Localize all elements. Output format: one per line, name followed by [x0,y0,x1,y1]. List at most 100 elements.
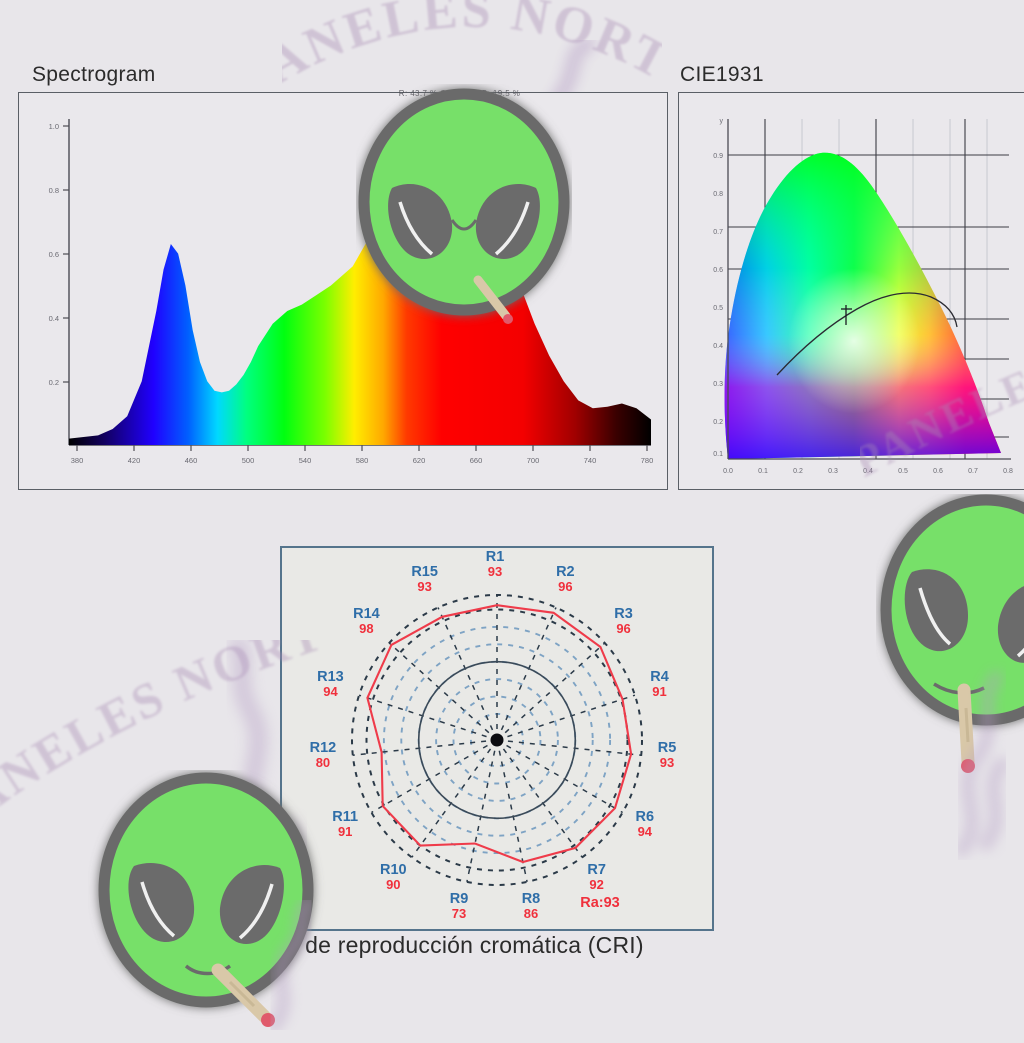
cri-axis-spoke [496,739,528,882]
x-tick-380: 380 [71,456,84,465]
spectrogram-y-ticks: 1.0 0.8 0.6 0.4 0.2 [49,122,69,387]
cri-label-r7: R7 92 [587,861,606,893]
cri-label-r12: R12 80 [309,740,337,771]
cri-sample-name: R10 [380,861,407,878]
cri-sample-name: R1 [485,548,505,565]
cri-label-r4: R4 91 [650,669,669,699]
x-tick-620: 620 [413,456,426,465]
cie-chromaticity-chart: y 0.9 0.8 0.7 0.6 0.5 0.4 0.3 0.2 0.1 0.… [713,118,1013,475]
cri-grid-ring [365,608,629,872]
cri-caption: Índice de reproducción cromática (CRI) [236,932,644,958]
x-tick-420: 420 [128,456,141,465]
x-tick-740: 740 [584,456,597,465]
y-tick-0-4: 0.4 [49,314,59,323]
cie-x-0-0: 0.0 [723,468,733,475]
cri-sample-value: 80 [315,755,331,771]
cie-x-0-6: 0.6 [933,468,943,475]
cri-ra-value: Ra:93 [580,895,620,911]
spectral-power-curve [69,132,651,445]
cie-y-0-5: 0.5 [713,305,723,312]
cri-axis-spoke [388,642,498,741]
cie-y-ticks: y 0.9 0.8 0.7 0.6 0.5 0.4 0.3 0.2 0.1 [713,118,723,458]
cri-sample-name: R12 [309,740,337,756]
alien-joint [211,963,271,1023]
cie-x-0-3: 0.3 [828,468,838,475]
alien-eye-right [997,586,1024,663]
cri-label-r2: R2 96 [556,564,575,595]
y-tick-0-8: 0.8 [49,186,59,195]
cie-x-ticks: 0.0 0.1 0.2 0.3 0.4 0.5 0.6 0.7 0.8 [723,468,1013,475]
cri-label-r14: R14 98 [353,606,380,637]
cri-sample-name: R4 [650,668,669,685]
cri-sample-value: 96 [616,621,631,637]
cri-label-r3: R3 96 [614,606,633,637]
x-tick-780: 780 [641,456,654,465]
cie-x-0-1: 0.1 [758,468,768,475]
x-tick-580: 580 [356,456,369,465]
cri-grid-ring [400,643,594,837]
cri-label-r10: R10 90 [380,861,407,893]
cri-data-polygon [366,604,633,864]
cri-reference-ring [417,660,577,820]
cri-sample-value: 94 [323,683,338,699]
alien-eye-left [904,569,968,652]
cri-sample-name: R15 [411,563,438,580]
spectrogram-panel: 1.0 0.8 0.6 0.4 0.2 380 420 [18,92,668,490]
watermark-text: PANELES NORTE [257,0,678,95]
cri-sample-value: 94 [637,823,653,839]
cie-x-0-7: 0.7 [968,468,978,475]
cie-title: CIE1931 [680,63,764,86]
cri-label-r5: R5 93 [657,740,677,771]
cri-axis-spoke [496,607,557,741]
y-tick-1-0: 1.0 [49,122,59,131]
cri-axis-spoke [437,607,498,741]
x-tick-460: 460 [185,456,198,465]
cri-axis-spoke [496,642,606,741]
alien-head-right [876,494,1024,784]
cie-y-0-9: 0.9 [713,153,723,160]
cri-label-r13: R13 94 [317,669,344,699]
cie-y-0-4: 0.4 [713,343,723,350]
cri-sample-value: 92 [589,877,604,893]
cri-axis-spoke [496,739,583,858]
cri-label-r15: R15 93 [411,563,438,595]
svg-text:y: y [720,118,724,125]
alien-eye-left [128,863,195,943]
cri-sample-name: R7 [587,861,606,878]
y-tick-0-6: 0.6 [49,250,59,259]
cri-sample-value: 98 [359,621,374,637]
cri-axis-spoke [358,694,498,741]
cri-grid-ring [452,695,542,785]
cri-sample-value: 91 [337,823,353,839]
cie-x-0-8: 0.8 [1003,468,1013,475]
cie-y-0-7: 0.7 [713,229,723,236]
cie-x-0-2: 0.2 [793,468,803,475]
cri-axis-spoke [352,739,498,756]
cri-sample-name: R13 [317,668,344,685]
cie-y-0-2: 0.2 [713,419,723,426]
cri-label-r6: R6 94 [636,809,655,839]
spectrogram-rgb-readout: R: 43.7 % G: 36.6 % B: 19.5 % [398,89,521,98]
cri-axis-spoke [496,739,623,814]
spectrogram-title: Spectrogram [32,63,156,86]
x-tick-700: 700 [527,456,540,465]
cie-gamut [724,152,1001,459]
svg-text:PANELES NORTE: PANELES NORTE [282,0,662,84]
cri-sample-value: 86 [523,906,539,922]
spectrogram-x-ticks: 380 420 460 500 540 580 620 660 700 740 … [71,445,654,465]
cri-sample-value: 93 [659,755,675,771]
cri-sample-value: 96 [558,579,573,595]
cri-sample-name: R5 [657,740,677,756]
cie-y-0-3: 0.3 [713,381,723,388]
cri-axis-spoke [496,739,642,756]
x-tick-660: 660 [470,456,483,465]
cie-panel: y 0.9 0.8 0.7 0.6 0.5 0.4 0.3 0.2 0.1 0.… [678,92,1024,490]
x-tick-500: 500 [242,456,255,465]
cri-label-r9: R9 73 [449,891,469,922]
cri-axis-spoke [496,694,636,741]
cri-axis-spoke [371,739,498,814]
cri-sample-value: 93 [417,579,432,595]
cie-x-0-5: 0.5 [898,468,908,475]
cri-sample-name: R9 [449,891,469,908]
cri-label-r1: R1 93 [485,548,505,580]
